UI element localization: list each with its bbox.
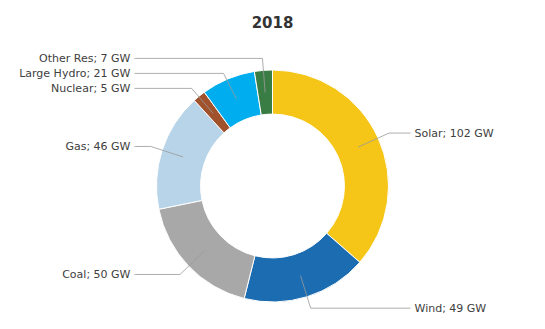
leader-line bbox=[135, 251, 205, 275]
slice-label: Solar; 102 GW bbox=[415, 127, 494, 140]
leader-line bbox=[135, 88, 214, 113]
slice-label: Wind; 49 GW bbox=[415, 302, 487, 315]
slice-label: Gas; 46 GW bbox=[65, 140, 130, 153]
leader-line bbox=[301, 276, 411, 308]
leader-line bbox=[135, 73, 237, 99]
slice bbox=[254, 70, 272, 115]
slice bbox=[273, 70, 389, 262]
labels: Solar; 102 GW Wind; 49 GW Coal; 50 GW Gas; … bbox=[19, 52, 494, 315]
slice-label: Nuclear; 5 GW bbox=[51, 82, 131, 95]
slice bbox=[159, 200, 255, 298]
slice bbox=[204, 71, 261, 127]
slice-label: Coal; 50 GW bbox=[62, 268, 130, 281]
slices bbox=[157, 70, 389, 302]
slice-label: Other Res; 7 GW bbox=[39, 52, 131, 65]
slice bbox=[244, 233, 360, 302]
leader-line bbox=[135, 58, 266, 92]
chart: 2018 Solar; 102 GW Wind; 49 GW Coal; 50 GW G… bbox=[0, 0, 545, 329]
leader-line bbox=[358, 133, 410, 147]
title: 2018 bbox=[252, 14, 294, 32]
slice-label: Large Hydro; 21 GW bbox=[19, 67, 130, 80]
leader-line bbox=[135, 146, 184, 157]
